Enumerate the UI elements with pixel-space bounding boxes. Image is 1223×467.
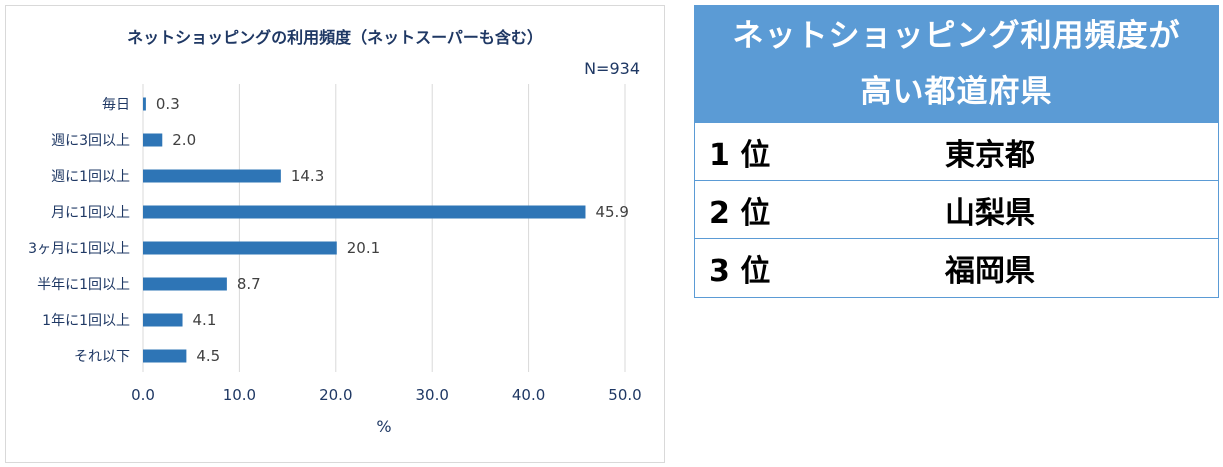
category-label: 半年に1回以上 (37, 277, 130, 293)
data-label: 8.7 (237, 275, 261, 293)
ranking-header: ネットショッピング利用頻度が 高い都道府県 (695, 6, 1218, 122)
x-axis-label: % (376, 417, 391, 436)
category-label: それ以下 (74, 349, 130, 365)
bar-chart: ネットショッピングの利用頻度（ネットスーパーも含む） N=934 0.0 10.0 20… (28, 28, 642, 436)
bar (143, 133, 163, 147)
bar (143, 97, 146, 111)
data-label: 4.1 (193, 311, 217, 329)
category-label: 週に3回以上 (51, 133, 130, 149)
x-tick-label: 40.0 (512, 386, 545, 404)
data-label: 4.5 (196, 347, 220, 365)
ranking-panel: ネットショッピング利用頻度が 高い都道府県 1 位 東京都 2 位 山梨県 3 … (694, 5, 1219, 298)
ranking-position: 1 位 (709, 137, 771, 173)
ranking-row-3: 3 位 福岡県 (695, 238, 1218, 296)
bar (143, 277, 227, 291)
bar (143, 205, 586, 219)
category-label: 1年に1回以上 (42, 313, 130, 329)
bar (143, 169, 281, 183)
x-tick-label: 50.0 (608, 386, 641, 404)
category-label: 3ヶ月に1回以上 (28, 241, 130, 257)
ranking-position: 3 位 (709, 253, 771, 289)
chart-title: ネットショッピングの利用頻度（ネットスーパーも含む） (127, 28, 543, 47)
ranking-prefecture: 東京都 (945, 137, 1035, 173)
bar (143, 241, 337, 255)
data-label: 45.9 (595, 203, 628, 221)
x-tick-label: 20.0 (319, 386, 352, 404)
data-label: 2.0 (172, 131, 196, 149)
x-tick-label: 10.0 (223, 386, 256, 404)
sample-size-label: N=934 (584, 59, 640, 78)
ranking-prefecture: 山梨県 (945, 195, 1035, 231)
category-label: 毎日 (102, 97, 130, 113)
ranking-position: 2 位 (709, 195, 771, 231)
ranking-title-line1: ネットショッピング利用頻度が (732, 18, 1181, 54)
ranking-prefecture: 福岡県 (945, 253, 1035, 289)
x-tick-label: 30.0 (415, 386, 448, 404)
data-label: 20.1 (347, 239, 380, 257)
chart-panel: ネットショッピングの利用頻度（ネットスーパーも含む） N=934 0.0 10.0 20… (5, 5, 665, 463)
bar (143, 313, 183, 327)
ranking-row-1: 1 位 東京都 (695, 122, 1218, 180)
category-label: 月に1回以上 (51, 205, 130, 221)
data-label: 14.3 (291, 167, 324, 185)
category-label: 週に1回以上 (51, 169, 130, 185)
ranking-title-line2: 高い都道府県 (860, 74, 1053, 110)
ranking-row-2: 2 位 山梨県 (695, 180, 1218, 238)
bar (143, 349, 187, 363)
x-tick-label: 0.0 (131, 386, 155, 404)
data-label: 0.3 (156, 95, 180, 113)
